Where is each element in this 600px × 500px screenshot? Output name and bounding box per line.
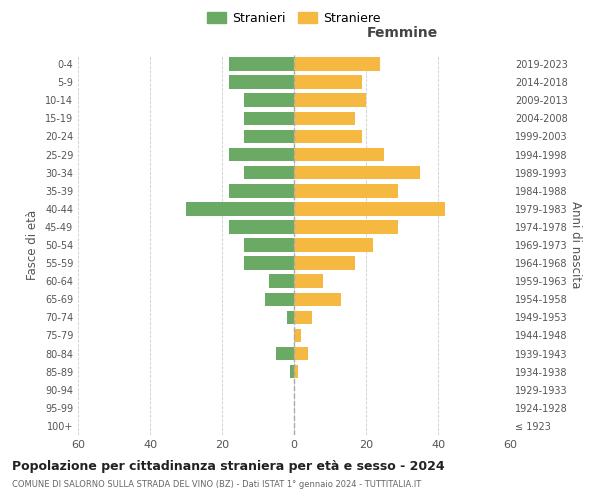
Bar bbox=[276, 347, 294, 360]
Text: COMUNE DI SALORNO SULLA STRADA DEL VINO (BZ) - Dati ISTAT 1° gennaio 2024 - TUTT: COMUNE DI SALORNO SULLA STRADA DEL VINO … bbox=[12, 480, 421, 489]
Bar bbox=[244, 166, 294, 179]
Bar bbox=[290, 365, 294, 378]
Bar bbox=[294, 112, 355, 125]
Bar bbox=[244, 94, 294, 107]
Text: Popolazione per cittadinanza straniera per età e sesso - 2024: Popolazione per cittadinanza straniera p… bbox=[12, 460, 445, 473]
Bar bbox=[294, 310, 312, 324]
Bar bbox=[229, 58, 294, 71]
Bar bbox=[186, 202, 294, 215]
Text: Femmine: Femmine bbox=[367, 26, 437, 40]
Bar bbox=[287, 310, 294, 324]
Bar bbox=[294, 347, 308, 360]
Bar bbox=[265, 292, 294, 306]
Bar bbox=[294, 58, 380, 71]
Bar bbox=[294, 94, 366, 107]
Bar bbox=[229, 220, 294, 234]
Bar bbox=[229, 76, 294, 89]
Bar bbox=[229, 148, 294, 162]
Bar bbox=[269, 274, 294, 288]
Bar bbox=[294, 274, 323, 288]
Bar bbox=[294, 202, 445, 215]
Bar bbox=[229, 184, 294, 198]
Bar bbox=[244, 238, 294, 252]
Bar bbox=[294, 130, 362, 143]
Bar bbox=[294, 256, 355, 270]
Bar bbox=[294, 166, 420, 179]
Bar bbox=[294, 292, 341, 306]
Legend: Stranieri, Straniere: Stranieri, Straniere bbox=[203, 8, 385, 28]
Bar bbox=[294, 148, 384, 162]
Bar bbox=[294, 328, 301, 342]
Bar bbox=[244, 130, 294, 143]
Bar bbox=[294, 76, 362, 89]
Bar bbox=[294, 220, 398, 234]
Bar bbox=[244, 112, 294, 125]
Bar bbox=[294, 184, 398, 198]
Y-axis label: Fasce di età: Fasce di età bbox=[26, 210, 39, 280]
Bar bbox=[244, 256, 294, 270]
Bar bbox=[294, 365, 298, 378]
Bar bbox=[294, 238, 373, 252]
Y-axis label: Anni di nascita: Anni di nascita bbox=[569, 202, 581, 288]
